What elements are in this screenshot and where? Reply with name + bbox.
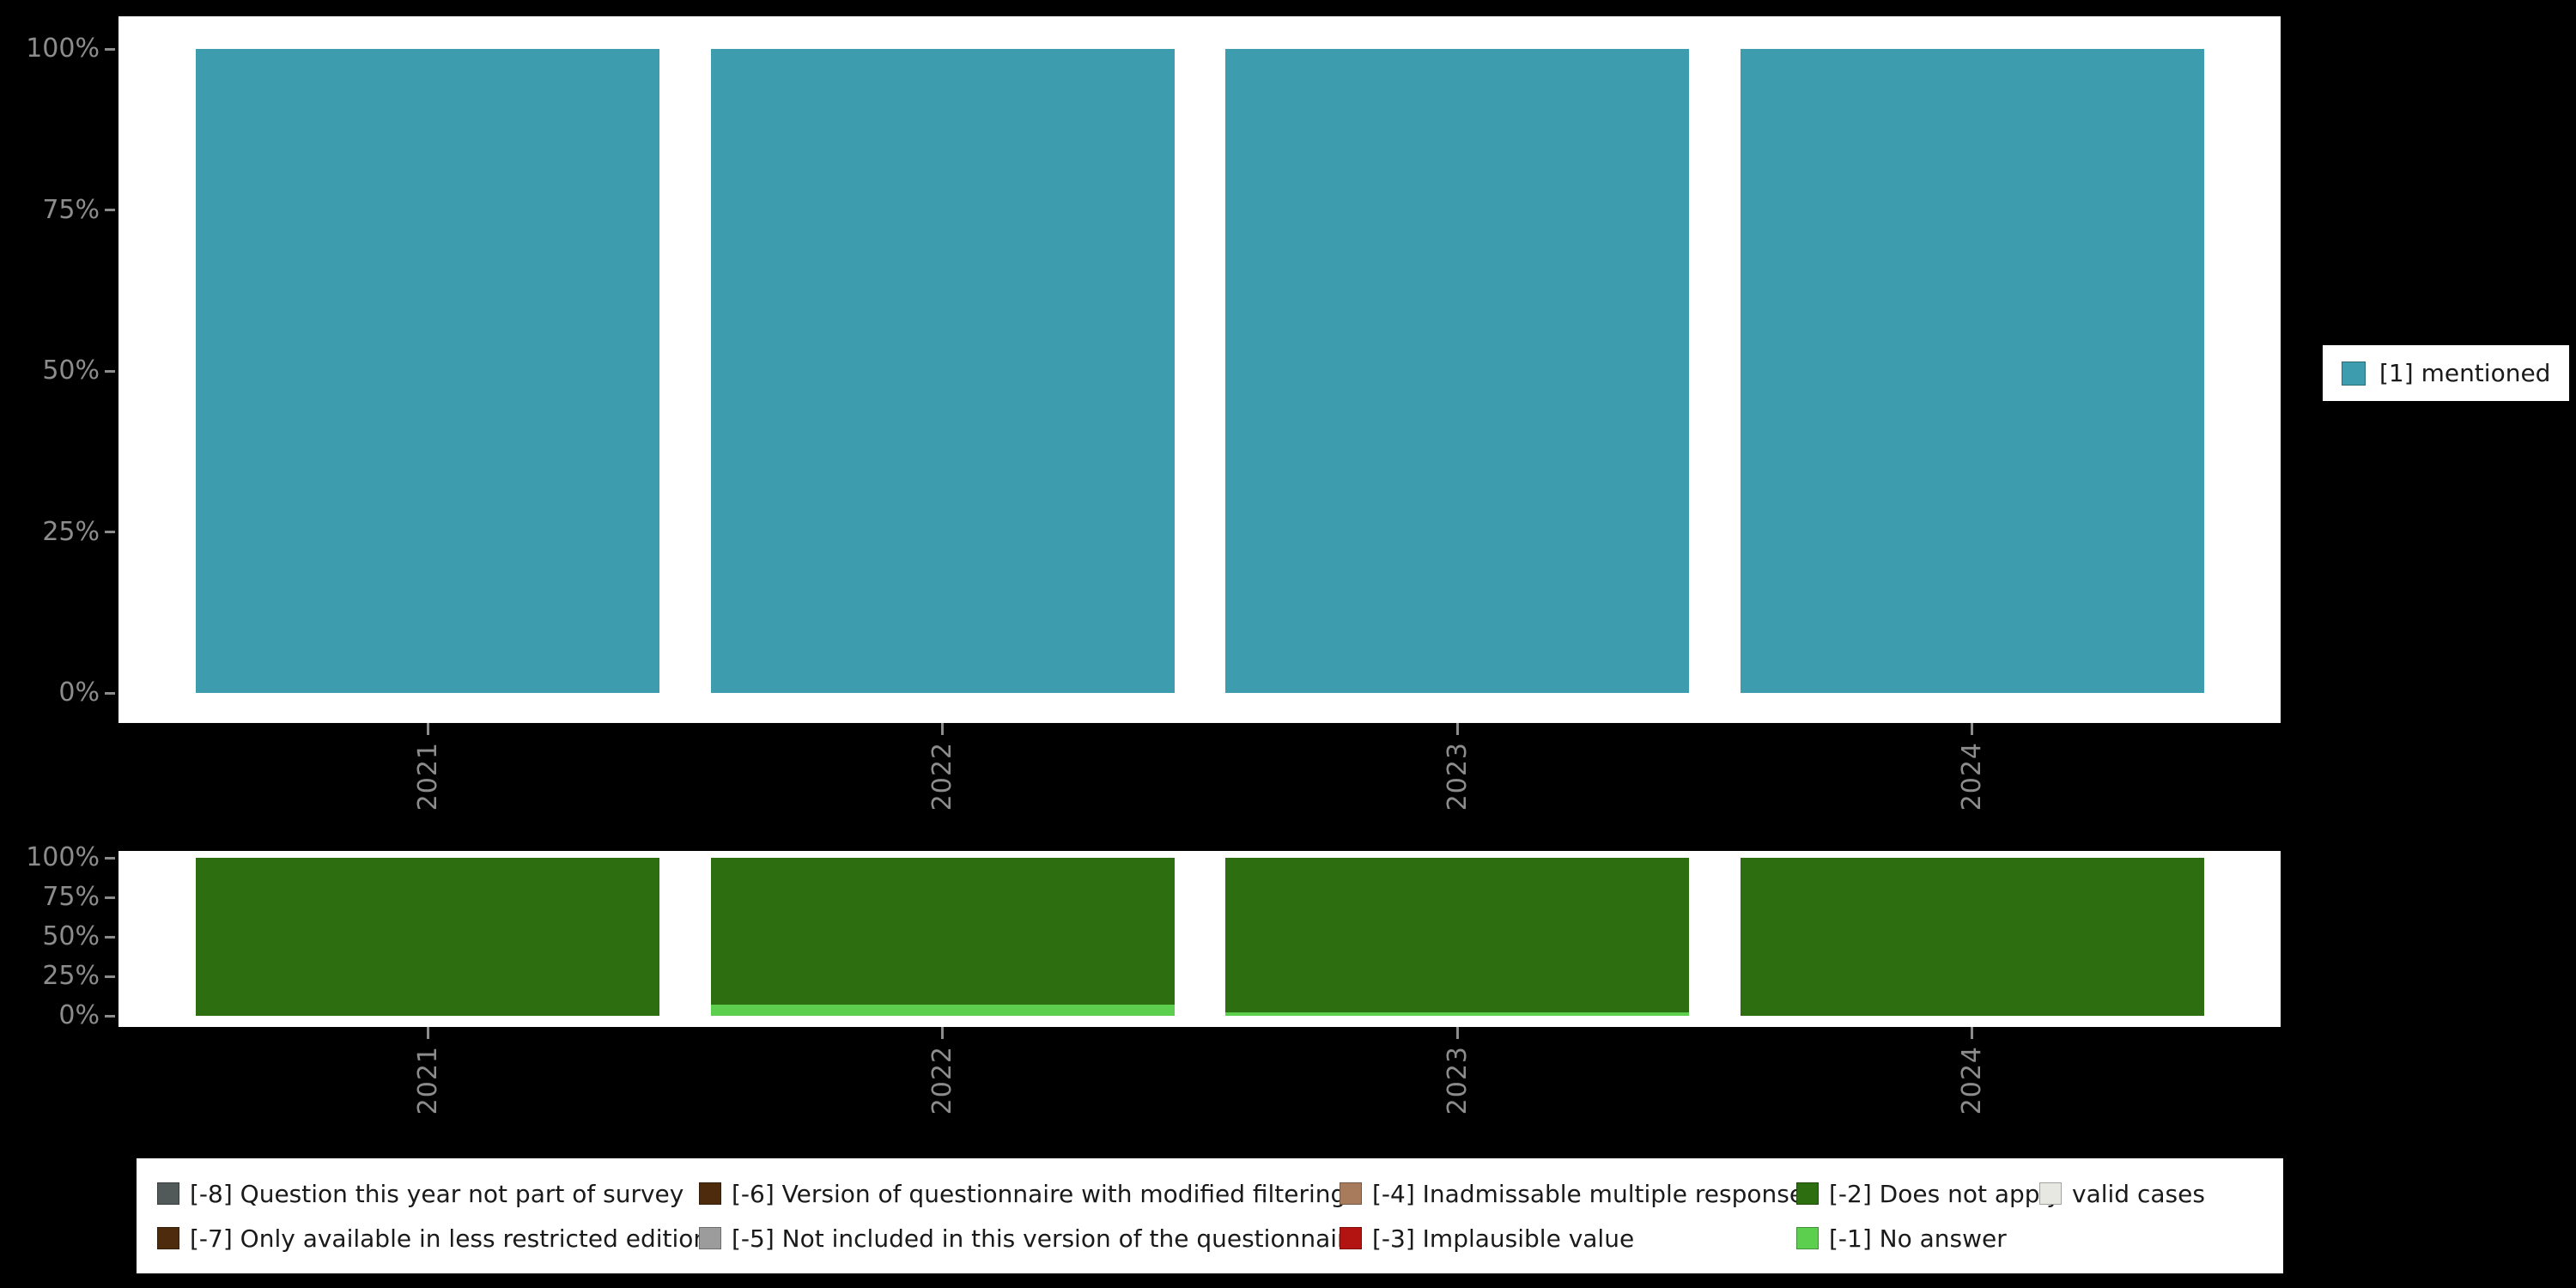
- x-axis-tick-label-text: 2021: [412, 1046, 443, 1115]
- x-axis-tick-label-text: 2023: [1442, 742, 1473, 811]
- legend-color-swatch: [2342, 361, 2366, 386]
- bar-segment-2023-[-2] Does not apply: [1225, 858, 1689, 1013]
- bar-segment-2022-[1] mentioned: [710, 49, 1175, 693]
- legend-label: [-1] No answer: [1829, 1224, 2007, 1253]
- bar-segment-2021-[1] mentioned: [196, 49, 659, 693]
- x-axis-tick-label-text: 2024: [1957, 1046, 1987, 1115]
- legend-label: [-5] Not included in this version of the…: [732, 1224, 1362, 1253]
- x-axis-tick-label-text: 2024: [1957, 742, 1987, 811]
- x-axis-tick-label: 2021: [409, 1046, 447, 1149]
- legend-item-missing-r1-c2: [-3] Implausible value: [1340, 1224, 1796, 1253]
- x-axis-tick-label-text: 2022: [927, 742, 957, 811]
- x-axis-tick-label: 2023: [1438, 742, 1476, 845]
- legend-item-missing-r0-c1: [-6] Version of questionnaire with modif…: [699, 1180, 1346, 1208]
- bottom-chart-panel: [118, 851, 2281, 1027]
- y-axis-tick-label: 50%: [42, 355, 100, 386]
- x-axis-tick-label-text: 2021: [412, 742, 443, 811]
- legend-color-swatch: [2039, 1182, 2062, 1205]
- bar-segment-2022-[-1] No answer: [710, 1005, 1175, 1016]
- x-axis-tick-label: 2024: [1953, 742, 1991, 845]
- y-axis-tick-label: 25%: [42, 516, 100, 547]
- x-axis-tick-label-text: 2023: [1442, 1046, 1473, 1115]
- x-axis-tick-label: 2021: [409, 742, 447, 845]
- legend-label: [-3] Implausible value: [1372, 1224, 1635, 1253]
- legend-item-missing-r1-c1: [-5] Not included in this version of the…: [699, 1224, 1361, 1253]
- bar-segment-2022-[-2] Does not apply: [710, 858, 1175, 1005]
- legend-color-swatch: [699, 1182, 721, 1205]
- legend-color-swatch: [157, 1182, 179, 1205]
- top-chart-panel: [118, 16, 2281, 723]
- x-axis-tick: [1455, 1027, 1459, 1039]
- legend-item-missing-r0-c2: [-4] Inadmissable multiple response: [1340, 1180, 1804, 1208]
- bar-segment-2024-[-2] Does not apply: [1740, 858, 2204, 1016]
- x-axis-tick-label-text: 2022: [927, 1046, 957, 1115]
- legend-label: [1] mentioned: [2379, 359, 2551, 387]
- y-axis-tick: [105, 1014, 115, 1018]
- bar-segment-2023-[-1] No answer: [1225, 1012, 1689, 1016]
- legend-label: [-8] Question this year not part of surv…: [190, 1179, 684, 1208]
- legend-item-mentioned-0: [1] mentioned: [2342, 359, 2550, 387]
- missing-values-legend: [-8] Question this year not part of surv…: [137, 1158, 2283, 1273]
- x-axis-tick-label: 2022: [924, 1046, 962, 1149]
- bar-segment-2021-[-2] Does not apply: [196, 858, 659, 1016]
- y-axis-tick: [105, 856, 115, 860]
- y-axis-tick-label: 25%: [42, 961, 100, 991]
- x-axis-tick: [426, 1027, 429, 1039]
- legend-label: [-2] Does not apply: [1829, 1179, 2061, 1208]
- y-axis-tick: [105, 975, 115, 978]
- legend-item-missing-r1-c0: [-7] Only available in less restricted e…: [157, 1224, 708, 1253]
- y-axis-tick-label: 50%: [42, 921, 100, 951]
- y-axis-tick: [105, 531, 115, 533]
- legend-label: [-7] Only available in less restricted e…: [190, 1224, 709, 1253]
- legend-item-missing-r0-c0: [-8] Question this year not part of surv…: [157, 1180, 699, 1208]
- y-axis-tick-label: 100%: [26, 842, 100, 872]
- legend-color-swatch: [1796, 1227, 1819, 1249]
- legend-item-missing-r1-c3: [-1] No answer: [1796, 1224, 2039, 1253]
- y-axis-tick: [105, 935, 115, 939]
- x-axis-tick: [426, 723, 429, 735]
- x-axis-tick: [941, 1027, 944, 1039]
- y-axis-tick: [105, 47, 115, 51]
- y-axis-tick-label: 100%: [26, 33, 100, 64]
- legend-item-missing-r0-c4: valid cases: [2039, 1180, 2283, 1208]
- legend-color-swatch: [1340, 1182, 1362, 1205]
- legend-label: valid cases: [2072, 1179, 2205, 1208]
- x-axis-tick-label: 2022: [924, 742, 962, 845]
- bar-segment-2024-[1] mentioned: [1740, 49, 2204, 693]
- x-axis-tick: [1971, 723, 1973, 735]
- x-axis-tick: [1971, 1027, 1973, 1039]
- legend-color-swatch: [1796, 1182, 1819, 1205]
- y-axis-tick-label: 75%: [42, 194, 100, 225]
- x-axis-tick-label: 2023: [1438, 1046, 1476, 1149]
- y-axis-tick-label: 75%: [42, 882, 100, 912]
- legend-color-swatch: [1340, 1227, 1362, 1249]
- legend-color-swatch: [157, 1227, 179, 1249]
- legend-color-swatch: [699, 1227, 721, 1249]
- x-axis-tick: [1455, 723, 1459, 735]
- y-axis-tick: [105, 896, 115, 899]
- y-axis-tick: [105, 691, 115, 695]
- y-axis-tick: [105, 369, 115, 373]
- x-axis-tick-label: 2024: [1953, 1046, 1991, 1149]
- y-axis-tick: [105, 209, 115, 211]
- legend-label: [-6] Version of questionnaire with modif…: [732, 1179, 1346, 1208]
- x-axis-tick: [941, 723, 944, 735]
- bar-segment-2023-[1] mentioned: [1225, 49, 1689, 693]
- legend-item-missing-r0-c3: [-2] Does not apply: [1796, 1180, 2061, 1208]
- legend-label: [-4] Inadmissable multiple response: [1372, 1179, 1805, 1208]
- y-axis-tick-label: 0%: [58, 1000, 100, 1030]
- top-chart-legend: [1] mentioned: [2323, 345, 2570, 401]
- y-axis-tick-label: 0%: [58, 677, 100, 708]
